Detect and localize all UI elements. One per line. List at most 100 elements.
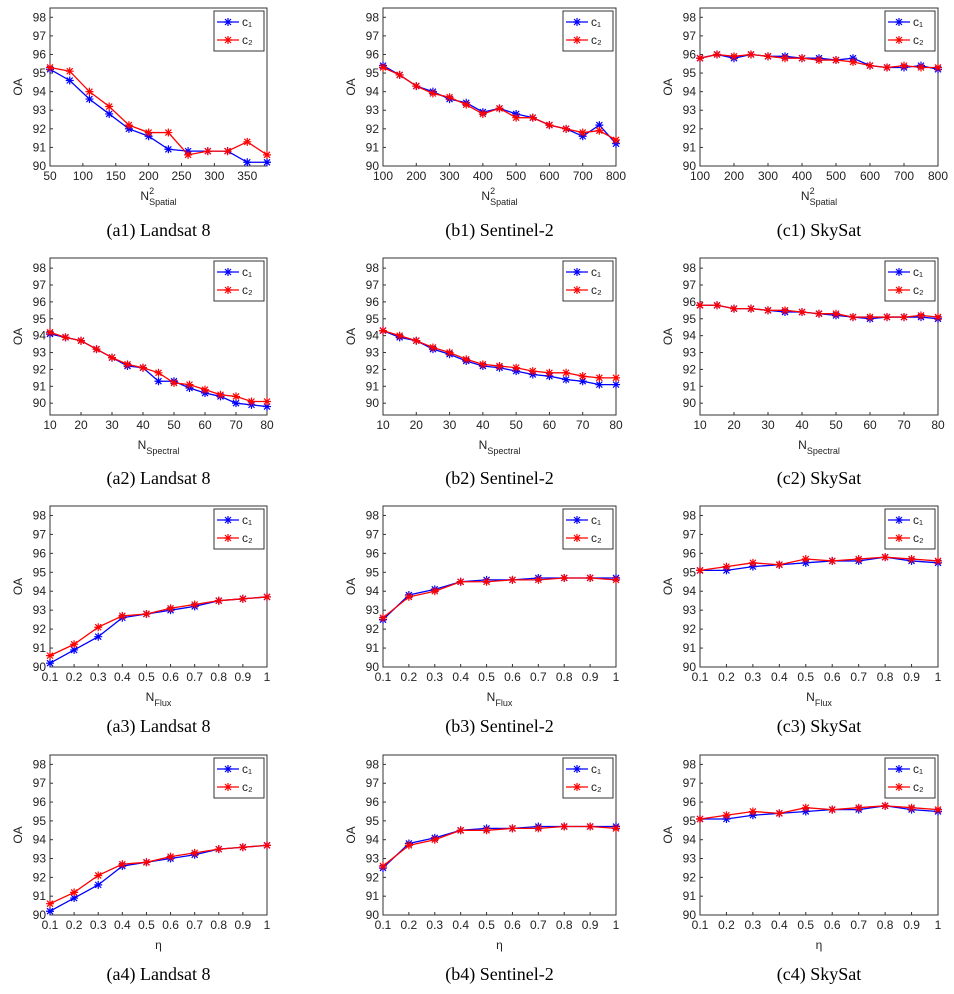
x-tick-label: 0.3 [90, 670, 107, 684]
point-marker [65, 76, 74, 85]
y-tick-label: 94 [33, 833, 47, 847]
y-axis-label: OA [661, 826, 675, 843]
y-tick-label: 93 [33, 346, 47, 360]
point-marker [404, 592, 413, 601]
x-label-main: N [487, 690, 496, 704]
x-tick-label: 500 [826, 169, 846, 183]
legend-label: c₂ [242, 33, 253, 47]
y-tick-label: 94 [366, 584, 380, 598]
y-tick-label: 98 [33, 757, 47, 771]
point-marker [595, 380, 604, 389]
legend-marker [573, 18, 581, 26]
x-tick-label: 600 [860, 169, 880, 183]
point-marker [94, 871, 103, 880]
y-tick-label: 90 [366, 660, 380, 674]
legend-marker [895, 286, 903, 294]
panel-caption: (c3) SkySat [777, 716, 862, 737]
legend-marker [224, 36, 232, 44]
y-tick-label: 91 [366, 641, 380, 655]
y-axis-label: OA [11, 78, 25, 95]
x-tick-label: 0.5 [797, 670, 814, 684]
point-marker [77, 336, 85, 345]
x-tick-label: 0.9 [903, 918, 920, 932]
series-line [699, 556, 939, 572]
x-tick-label: 10 [376, 418, 390, 432]
y-tick-label: 90 [683, 908, 697, 922]
legend-label: c₂ [591, 283, 602, 297]
legend-marker [895, 268, 903, 276]
x-tick-label: 0.3 [745, 670, 762, 684]
legend-label: c₂ [591, 780, 602, 794]
legend-box [213, 757, 265, 799]
y-tick-label: 98 [366, 508, 380, 522]
legend-marker [573, 534, 581, 542]
x-tick-label: 300 [758, 169, 778, 183]
x-tick-label: 0.7 [186, 670, 203, 684]
y-tick-label: 91 [366, 140, 380, 154]
point-marker [528, 367, 537, 376]
point-marker [214, 596, 223, 605]
y-tick-label: 95 [683, 312, 697, 326]
panel-caption: (b3) Sentinel-2 [445, 716, 553, 737]
y-tick-label: 97 [33, 278, 47, 292]
x-tick-label: 0.8 [877, 670, 894, 684]
x-tick-label: 0.5 [138, 670, 155, 684]
x-tick-label: 0.5 [478, 670, 495, 684]
point-marker [730, 52, 738, 61]
x-tick-label: 0.9 [582, 670, 599, 684]
point-marker [263, 150, 271, 159]
point-marker [534, 575, 543, 584]
point-marker [907, 555, 916, 564]
x-tick-label: 0.4 [771, 670, 788, 684]
series-line [49, 68, 267, 163]
point-marker [379, 613, 387, 622]
point-marker [495, 104, 504, 113]
legend-label: c₁ [242, 265, 252, 279]
y-tick-label: 96 [366, 795, 380, 809]
x-tick-label: 0.5 [138, 918, 155, 932]
legend-marker [224, 516, 232, 524]
y-tick-label: 94 [33, 329, 47, 343]
x-tick-label: 300 [204, 169, 224, 183]
y-tick-label: 92 [33, 622, 47, 636]
x-tick-label: 0.9 [235, 918, 252, 932]
x-tick-label: 0.9 [903, 670, 920, 684]
point-marker [92, 345, 101, 354]
x-tick-label: 0.2 [66, 670, 83, 684]
x-tick-label: 0.2 [66, 918, 83, 932]
x-axis-label: NSpectral [479, 438, 521, 456]
point-marker [562, 368, 571, 377]
y-tick-label: 91 [366, 379, 380, 393]
point-marker [185, 380, 194, 389]
x-tick-label: 60 [863, 418, 877, 432]
x-tick-label: 100 [690, 169, 710, 183]
y-tick-label: 96 [683, 795, 697, 809]
y-tick-label: 91 [683, 641, 697, 655]
y-tick-label: 97 [33, 776, 47, 790]
y-tick-label: 98 [366, 10, 380, 24]
point-marker [94, 880, 103, 889]
point-marker [263, 397, 271, 406]
legend-label: c₁ [242, 513, 252, 527]
x-label-main: N [481, 189, 490, 203]
x-tick-label: 200 [724, 169, 744, 183]
y-tick-label: 94 [33, 85, 47, 99]
x-tick-label: 0.6 [504, 670, 521, 684]
point-marker [907, 803, 916, 812]
point-marker [934, 63, 942, 72]
series-line [700, 556, 939, 572]
y-tick-label: 97 [33, 527, 47, 541]
point-marker [713, 301, 721, 310]
point-marker [881, 801, 890, 810]
x-tick-label: 1 [264, 918, 271, 932]
y-tick-label: 91 [683, 379, 697, 393]
legend-marker [224, 765, 232, 773]
y-tick-label: 98 [33, 508, 47, 522]
x-tick-label: 1 [613, 918, 620, 932]
point-marker [216, 390, 225, 399]
y-tick-label: 94 [366, 833, 380, 847]
y-tick-label: 95 [683, 814, 697, 828]
y-tick-label: 94 [683, 833, 697, 847]
x-tick-label: 800 [928, 169, 948, 183]
